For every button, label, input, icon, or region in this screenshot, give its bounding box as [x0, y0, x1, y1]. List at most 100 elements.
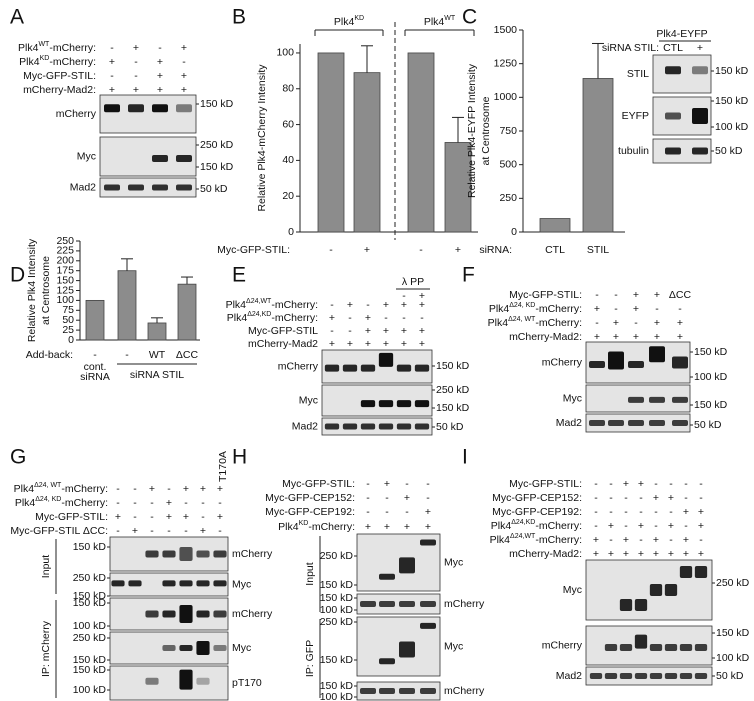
band	[360, 601, 376, 607]
lane-sign: -	[134, 70, 138, 82]
lane-sign: +	[401, 325, 407, 337]
band	[152, 184, 168, 191]
bar	[407, 52, 435, 233]
row-label: Myc-GFP-STIL:	[509, 289, 582, 301]
row-label: Myc-GFP-STIL	[248, 325, 318, 337]
blot-label: Mad2	[556, 417, 582, 429]
blot-label: mCherry	[278, 360, 319, 372]
lane-sign: -	[402, 290, 406, 302]
band	[162, 610, 176, 618]
lane-sign: +	[654, 317, 660, 329]
band	[414, 400, 430, 408]
row-label: Plk4KD-mCherry:	[278, 520, 355, 532]
text-part: Δ24,KD	[247, 311, 271, 318]
blot-label: Myc	[444, 556, 463, 568]
text-part: Δ24, WT	[34, 482, 62, 489]
band	[152, 104, 168, 113]
band	[664, 643, 678, 651]
panel-letter: D	[10, 264, 25, 287]
lane-sign: -	[654, 520, 658, 532]
band	[628, 420, 644, 426]
lane-sign: -	[366, 492, 370, 504]
lane-sign: +	[133, 84, 139, 96]
band	[694, 643, 708, 651]
size-marker: 250 kD	[716, 577, 750, 589]
lane-sign: -	[348, 325, 352, 337]
lane-sign: +	[384, 521, 390, 533]
row-label: Plk4Δ24, KD-mCherry:	[489, 302, 582, 314]
lane-sign: -	[699, 478, 703, 490]
band	[604, 673, 618, 679]
band	[128, 104, 144, 113]
lane-sign: +	[608, 520, 614, 532]
lane-sign: +	[593, 534, 599, 546]
text-part: Plk4	[14, 483, 35, 495]
text-part: -mCherry:	[535, 317, 582, 329]
row-label: Myc-GFP-STIL:	[509, 478, 582, 490]
band	[399, 641, 415, 658]
band	[665, 147, 681, 155]
band	[162, 580, 176, 587]
size-marker: 150 kD	[320, 654, 354, 666]
band	[420, 688, 436, 694]
lane-sign: -	[655, 303, 659, 315]
lane-sign: -	[116, 483, 120, 495]
size-marker: 100 kD	[320, 604, 354, 616]
row-label: Plk4WT-mCherry:	[18, 41, 96, 53]
band	[396, 423, 412, 430]
y-tick-label: 200	[56, 255, 74, 267]
y-tick-label: 60	[282, 118, 294, 130]
lane-sign: -	[614, 289, 618, 301]
lane-sign: +	[593, 548, 599, 560]
size-marker: 150 kD	[716, 627, 750, 639]
band	[604, 643, 618, 651]
lane-sign: -	[678, 303, 682, 315]
row-label: Myc-GFP-STIL:	[23, 70, 96, 82]
band	[399, 601, 415, 607]
lane-sign: +	[384, 478, 390, 490]
lane-sign: +	[653, 534, 659, 546]
band	[420, 601, 436, 607]
lane-sign: +	[683, 506, 689, 518]
size-marker: 150 kD	[320, 592, 354, 604]
band	[399, 557, 415, 574]
y-tick-label: 150	[56, 274, 74, 286]
lane-sign: -	[639, 492, 643, 504]
size-marker: 250 kD	[320, 550, 354, 562]
lane-sign: +	[613, 331, 619, 343]
lane-sign: +	[668, 520, 674, 532]
band	[179, 605, 193, 623]
lane-sign: -	[669, 478, 673, 490]
row-label: Myc-GFP-CEP152:	[265, 492, 355, 504]
lane-sign: +	[109, 84, 115, 96]
band	[128, 184, 144, 191]
band	[589, 673, 603, 679]
lane-sign: +	[638, 520, 644, 532]
blot-label: Mad2	[292, 420, 318, 432]
row-label: Plk4Δ24, WT-mCherry:	[14, 482, 108, 494]
category-label: WT	[149, 349, 166, 361]
lane-sign: +	[217, 483, 223, 495]
band	[152, 154, 168, 162]
blot-strip	[109, 665, 229, 701]
band	[664, 584, 678, 596]
blot-label: EYFP	[622, 110, 649, 122]
lane-sign: +	[181, 70, 187, 82]
lane-sign: +	[683, 534, 689, 546]
band	[378, 423, 394, 430]
lane-sign: -	[684, 492, 688, 504]
lane-sign: +	[166, 511, 172, 523]
lane-sign: -	[426, 492, 430, 504]
lane-sign: -	[201, 497, 205, 509]
lane-sign: +	[365, 521, 371, 533]
lane-sign: +	[698, 548, 704, 560]
text-part: Plk4	[489, 303, 510, 315]
lane-sign: -	[634, 317, 638, 329]
size-marker: 150 kD	[436, 402, 470, 414]
lane-sign: +	[115, 511, 121, 523]
text-part: KD	[354, 15, 364, 22]
lane-sign: -	[384, 312, 388, 324]
lane-sign: -	[366, 478, 370, 490]
band	[672, 420, 688, 426]
